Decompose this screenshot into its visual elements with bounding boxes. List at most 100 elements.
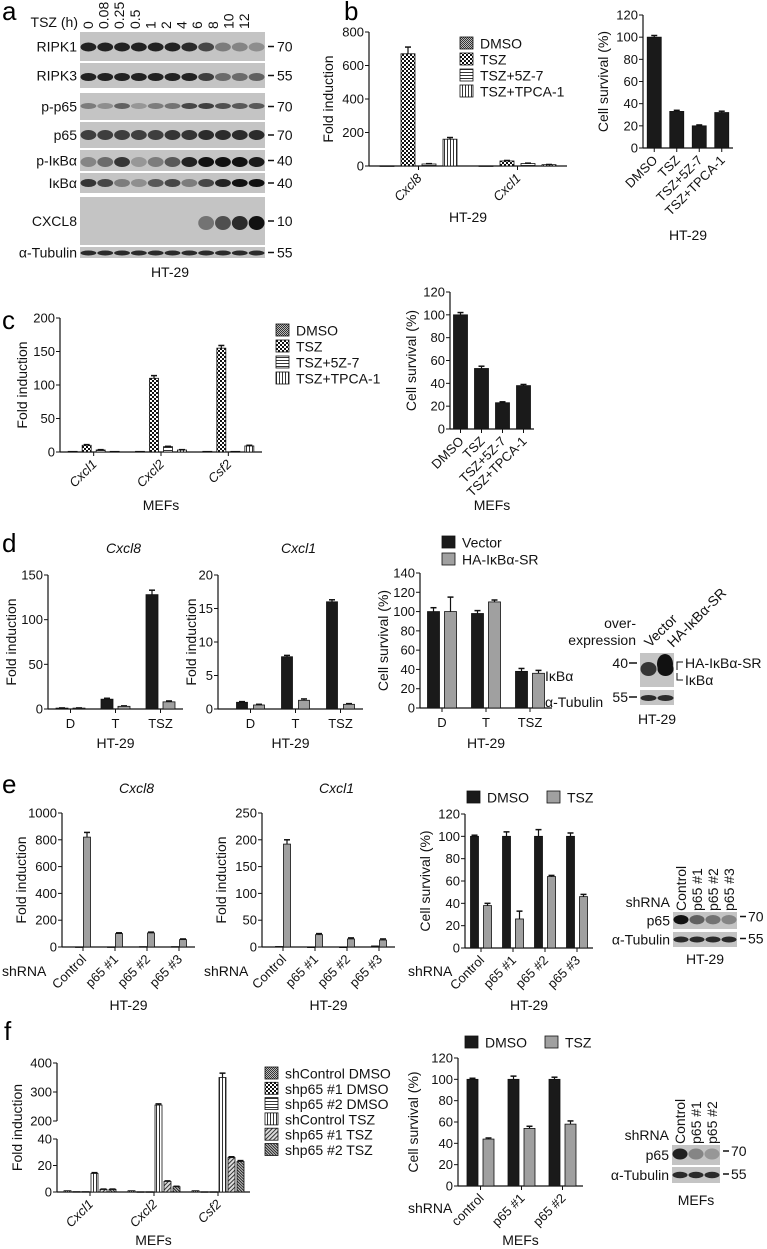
y-tick-label: 0 [48, 445, 55, 460]
y-tick-label: 120 [431, 1051, 453, 1066]
blot-band [97, 103, 114, 109]
blot-band [164, 103, 181, 109]
x-axis-label: HT-29 [271, 735, 309, 751]
blot-row [80, 93, 265, 120]
y-tick-label: 60 [431, 353, 445, 368]
y-tick-label: 20 [446, 918, 460, 933]
blot-band [80, 250, 97, 256]
bar [216, 347, 227, 453]
lane-label: 6 [189, 21, 205, 29]
x-category-label: p65 #3 [146, 952, 185, 991]
blot-band [164, 157, 181, 167]
y-tick-label: 400 [35, 886, 57, 901]
x-axis-label: MEFs [135, 1232, 172, 1248]
shrna-label: shRNA [626, 894, 671, 910]
y-tick-label: 120 [616, 8, 638, 23]
blot-band [231, 179, 248, 187]
blot-row [80, 247, 265, 258]
x-prefix-label: shRNA [204, 963, 249, 979]
legend-label: shp65 #1 DMSO [285, 1081, 389, 1097]
blot-band [215, 250, 231, 256]
mw-marker: 70 [731, 1143, 747, 1159]
blot-row [672, 1167, 720, 1183]
x-category-label: p65 #2 [114, 952, 153, 991]
y-tick-label: 600 [35, 859, 57, 874]
mw-marker: 70 [277, 39, 293, 55]
bar [154, 1104, 163, 1193]
blot-band [114, 42, 130, 52]
blot-band [147, 250, 164, 256]
x-axis-label: HT-29 [669, 227, 707, 243]
blot-band [181, 179, 198, 187]
blot-band [147, 179, 164, 187]
bar [179, 939, 187, 948]
blot-band [248, 250, 265, 256]
blot-band [114, 157, 130, 167]
bar [275, 946, 283, 948]
bar [379, 165, 395, 167]
bar [136, 1191, 145, 1193]
y-tick-label: 1000 [28, 806, 57, 821]
bar [453, 314, 468, 430]
blot-band [672, 1171, 688, 1179]
blot-band [97, 250, 114, 256]
blot-band [164, 130, 181, 140]
x-category-label: Csf2 [205, 456, 235, 486]
blot-row-label: IκBα [545, 668, 573, 684]
y-tick-label: 150 [21, 568, 43, 583]
y-tick-label: 100 [21, 612, 43, 627]
blot-band [80, 103, 97, 109]
y-tick-label: 40 [38, 1132, 52, 1147]
y-tick-label: 20 [624, 118, 638, 133]
bar [347, 938, 355, 948]
y-tick-label: 400 [30, 1056, 52, 1071]
bar [326, 601, 338, 710]
treatment-label: TSZ (h) [31, 14, 78, 30]
y-tick-label: 100 [33, 378, 55, 393]
blot-row [673, 912, 737, 929]
y-tick-label: 800 [342, 25, 364, 40]
legend-swatch [546, 790, 561, 804]
blot-band [164, 179, 181, 187]
bar [646, 36, 662, 149]
blot-band [231, 73, 248, 81]
bar [474, 368, 489, 430]
y-tick-label: 0 [446, 1179, 453, 1194]
mw-marker: 55 [612, 689, 628, 705]
overexpression-label: over- [604, 615, 636, 631]
y-tick-label: 200 [35, 913, 57, 928]
y-tick-label: 0 [250, 940, 257, 955]
blot-band [672, 1148, 688, 1160]
blot-band [689, 914, 705, 925]
blot-band [248, 73, 265, 81]
y-tick-label: 40 [624, 96, 638, 111]
legend-swatch [459, 52, 474, 66]
blot-band [114, 179, 130, 187]
blot-row-label: p65 [646, 1147, 670, 1163]
x-category-label: Csf2 [195, 1196, 225, 1226]
blot-band [181, 73, 198, 81]
bar [488, 601, 501, 709]
blot-band [114, 130, 130, 140]
bar [171, 946, 179, 948]
blot-panel-f: shRNA Control p65 #1 p65 #2 p65 70 α-Tubulin 55… [611, 1099, 747, 1208]
y-tick-label: 0 [408, 701, 415, 716]
bar [499, 160, 515, 167]
x-category-label: DMSO [622, 153, 660, 191]
bar [75, 946, 83, 948]
blot-band [147, 103, 164, 109]
bar [495, 402, 510, 430]
lane-label: Control [673, 866, 689, 911]
x-axis-label: HT-29 [449, 209, 487, 225]
x-category-label: p65 #1 [480, 953, 519, 992]
bar [566, 835, 575, 949]
x-category-label: p65 #3 [346, 952, 385, 991]
x-category-label: Control [447, 952, 487, 992]
bar [227, 1157, 236, 1193]
lane-label: 2 [158, 21, 174, 29]
x-category-label: T [292, 716, 300, 731]
blot-band [231, 42, 248, 52]
blot-band [147, 130, 164, 140]
y-axis-label: Fold induction [13, 836, 29, 923]
blot-row [80, 32, 265, 61]
